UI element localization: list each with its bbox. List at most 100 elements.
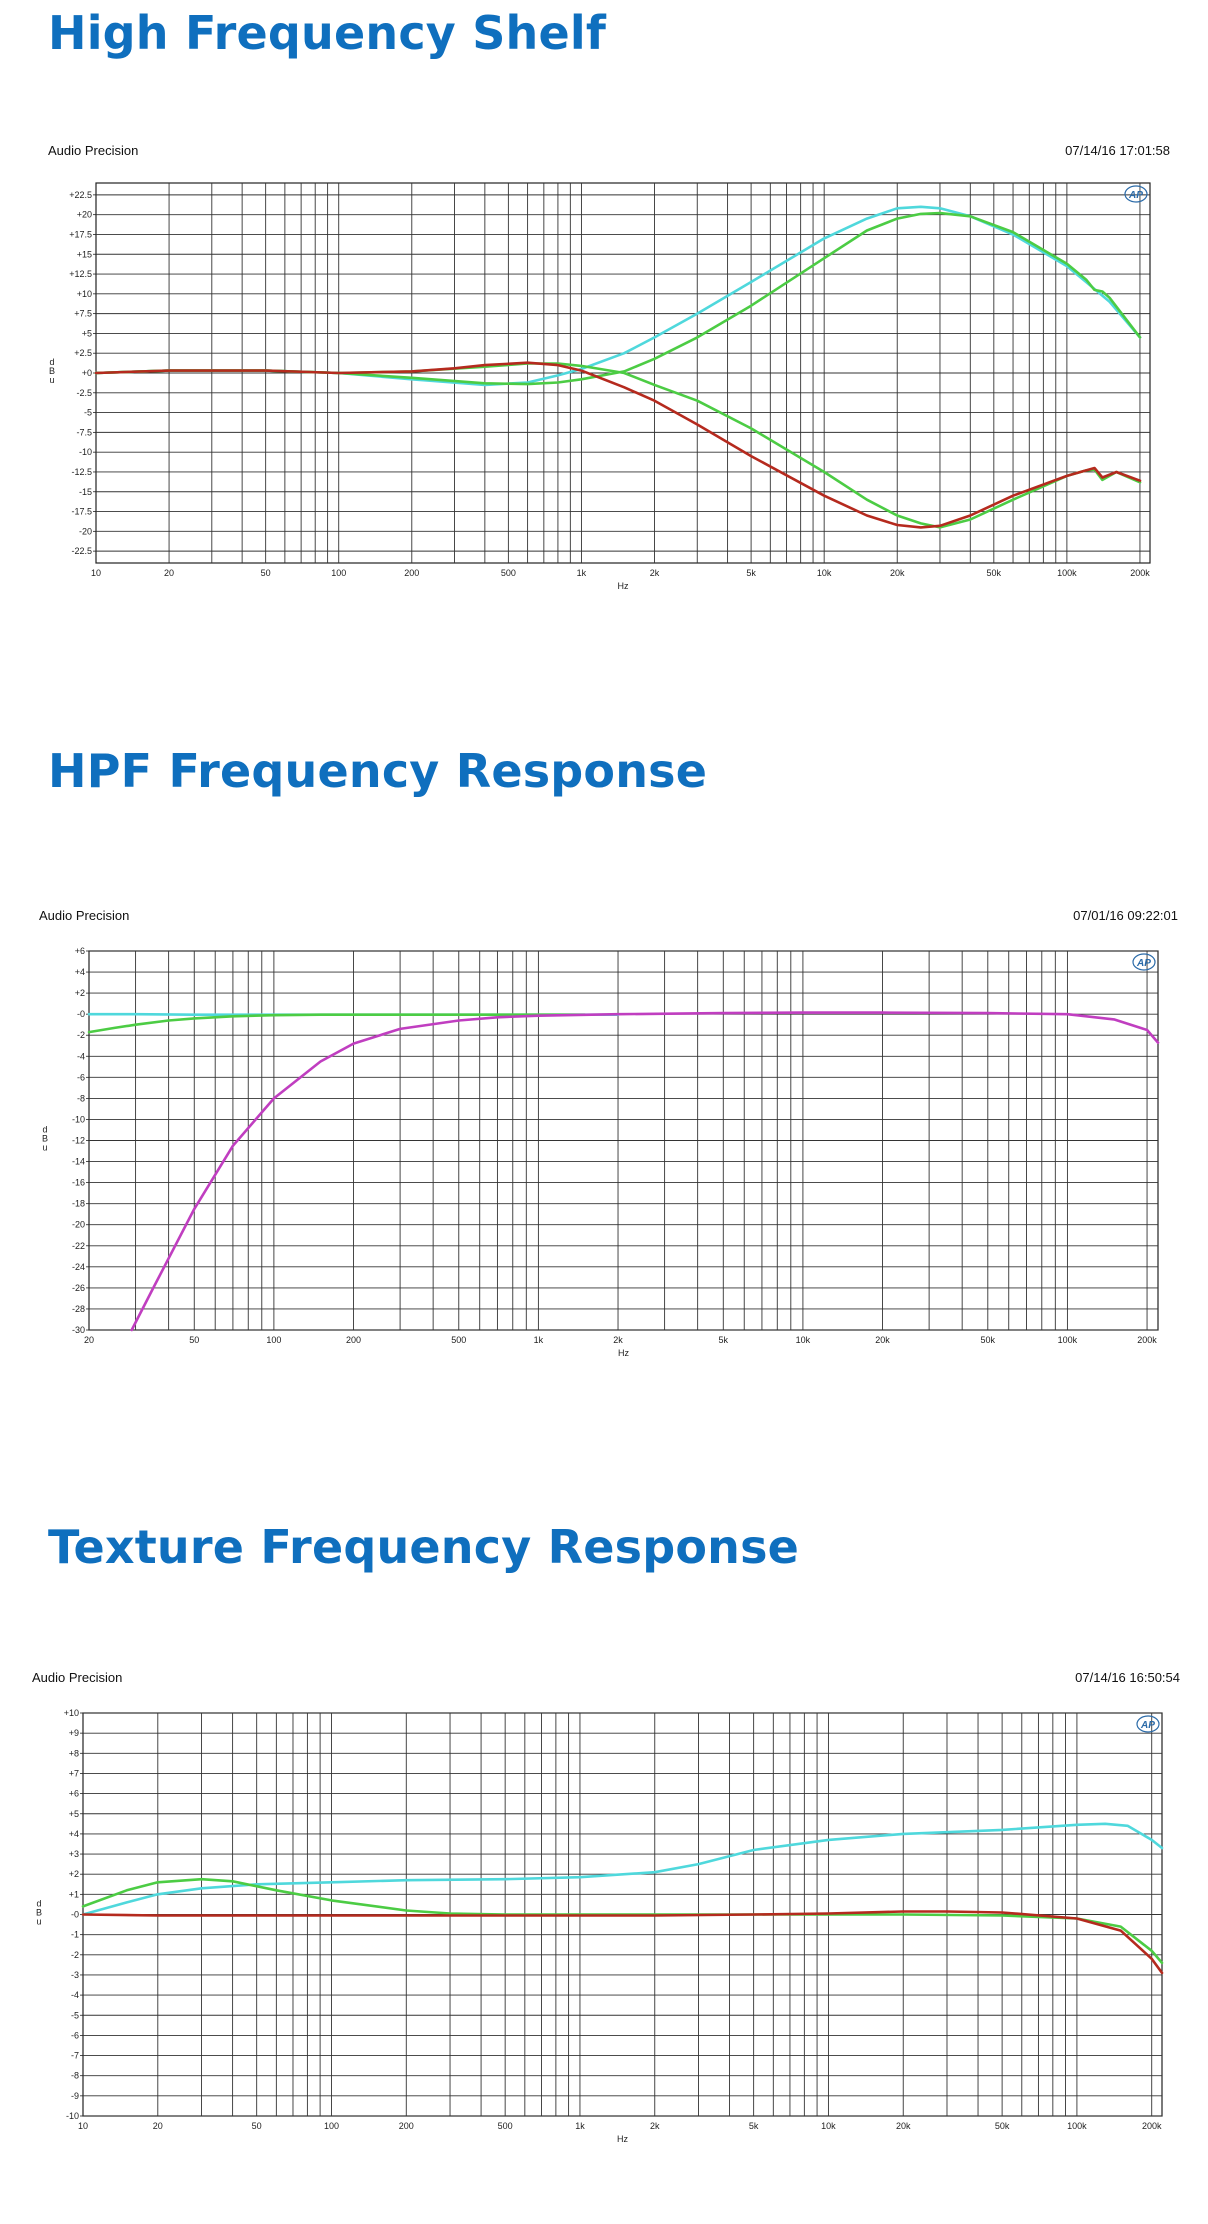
x-tick-label: 500 (498, 2121, 513, 2131)
y-tick-label: -3 (71, 1970, 79, 1980)
x-tick-label: 200 (404, 568, 419, 578)
x-tick-label: 100k (1057, 568, 1077, 578)
x-tick-label: 100k (1058, 1335, 1078, 1345)
y-tick-label: -6 (77, 1072, 85, 1082)
y-tick-label: +4 (69, 1829, 79, 1839)
y-tick-label: +6 (69, 1789, 79, 1799)
x-tick-label: 20 (164, 568, 174, 578)
x-tick-label: 20 (153, 2121, 163, 2131)
chart-brand-label: Audio Precision (48, 143, 139, 158)
y-tick-label: -10 (79, 447, 92, 457)
x-tick-label: 5k (749, 2121, 759, 2131)
y-tick-label: +0 (82, 368, 92, 378)
y-tick-label: -26 (72, 1283, 85, 1293)
x-tick-label: 10k (821, 2121, 836, 2131)
x-tick-label: 5k (719, 1335, 729, 1345)
y-tick-label: +10 (77, 289, 92, 299)
y-tick-label: +4 (75, 967, 85, 977)
series-line-2 (87, 1013, 587, 1034)
y-tick-label: -2.5 (76, 388, 92, 398)
x-tick-label: 100k (1067, 2121, 1087, 2131)
y-tick-label: -22.5 (71, 546, 92, 556)
x-tick-label: 10 (91, 568, 101, 578)
y-tick-label: -30 (72, 1325, 85, 1335)
series-line-4 (94, 361, 1142, 529)
audio-precision-logo-icon: AP (1124, 185, 1148, 203)
y-tick-label: -7 (71, 2051, 79, 2061)
y-tick-label: -20 (72, 1220, 85, 1230)
svg-text:AP: AP (1136, 958, 1151, 969)
y-tick-label: +2 (69, 1869, 79, 1879)
y-tick-label: -2 (71, 1950, 79, 1960)
x-tick-label: 50 (189, 1335, 199, 1345)
high-frequency-shelf-chart: +22.5 +20 +17.5 +15 +12.5 +10 +7.5 +5 +2.5 +0 -2.5… (49, 182, 1151, 591)
y-tick-label: -8 (77, 1093, 85, 1103)
x-axis-label: Hz (618, 1348, 629, 1358)
x-tick-label: 500 (451, 1335, 466, 1345)
x-tick-label: 20k (875, 1335, 890, 1345)
series-line-2 (94, 211, 1142, 386)
y-tick-label: +9 (69, 1728, 79, 1738)
svg-text:AP: AP (1128, 190, 1143, 201)
x-tick-label: 500 (501, 568, 516, 578)
y-tick-label: -20 (79, 526, 92, 536)
series-line-3 (81, 1910, 1164, 1975)
y-tick-label: +2 (75, 988, 85, 998)
x-tick-label: 200k (1137, 1335, 1157, 1345)
x-tick-label: 200k (1142, 2121, 1162, 2131)
y-tick-label: +22.5 (69, 190, 92, 200)
x-tick-label: 10k (796, 1335, 811, 1345)
y-tick-label: +15 (77, 249, 92, 259)
x-tick-label: 50k (995, 2121, 1010, 2131)
audio-precision-logo-icon: AP (1136, 1715, 1160, 1733)
y-tick-label: -5 (71, 2010, 79, 2020)
horizontal-grid (89, 950, 1158, 1331)
audio-precision-logo-icon: AP (1132, 953, 1156, 971)
y-tick-label: -12 (72, 1136, 85, 1146)
series-line-1 (81, 1822, 1164, 1916)
series-line-3 (130, 1011, 1160, 1332)
y-tick-label: -4 (71, 1990, 79, 2000)
y-tick-label: -17.5 (71, 507, 92, 517)
x-tick-label: 50 (261, 568, 271, 578)
x-tick-label: 100 (266, 1335, 281, 1345)
y-tick-label: +7 (69, 1768, 79, 1778)
x-tick-label: 1k (577, 568, 587, 578)
x-tick-label: 1k (575, 2121, 585, 2131)
chart-timestamp: 07/14/16 17:01:58 (1065, 143, 1170, 158)
section-title-texture-frequency-response: Texture Frequency Response (48, 1520, 800, 1574)
y-tick-label: -22 (72, 1241, 85, 1251)
x-tick-label: 2k (650, 2121, 660, 2131)
x-tick-label: 50k (987, 568, 1002, 578)
x-tick-label: 10 (78, 2121, 88, 2131)
y-tick-label: +6 (75, 946, 85, 956)
y-tick-label: +10 (64, 1708, 79, 1718)
horizontal-grid (83, 1712, 1162, 2117)
x-tick-label: 200k (1130, 568, 1150, 578)
hpf-frequency-response-chart: +6 +4 +2 -0 -2 -4 -6 -8 -10 -12 -14 -16 -18 -20 -22 -24… (42, 946, 1160, 1358)
chart-timestamp: 07/14/16 16:50:54 (1075, 1670, 1180, 1685)
y-tick-label: +7.5 (74, 309, 92, 319)
x-tick-label: 5k (746, 568, 756, 578)
x-tick-label: 100 (331, 568, 346, 578)
y-tick-label: -4 (77, 1051, 85, 1061)
y-tick-label: -15 (79, 487, 92, 497)
y-tick-label: -24 (72, 1262, 85, 1272)
x-tick-label: 2k (613, 1335, 623, 1345)
y-tick-label: -8 (71, 2071, 79, 2081)
y-tick-label: +5 (69, 1809, 79, 1819)
x-tick-label: 10k (817, 568, 832, 578)
x-tick-label: 200 (346, 1335, 361, 1345)
y-tick-label: -28 (72, 1304, 85, 1314)
y-tick-label: -1 (71, 1930, 79, 1940)
y-tick-label: +1 (69, 1889, 79, 1899)
y-tick-label: +20 (77, 210, 92, 220)
x-tick-label: 20k (890, 568, 905, 578)
y-tick-label: -2 (77, 1030, 85, 1040)
y-tick-label: -10 (72, 1114, 85, 1124)
x-tick-label: 100 (324, 2121, 339, 2131)
y-tick-label: +2.5 (74, 348, 92, 358)
